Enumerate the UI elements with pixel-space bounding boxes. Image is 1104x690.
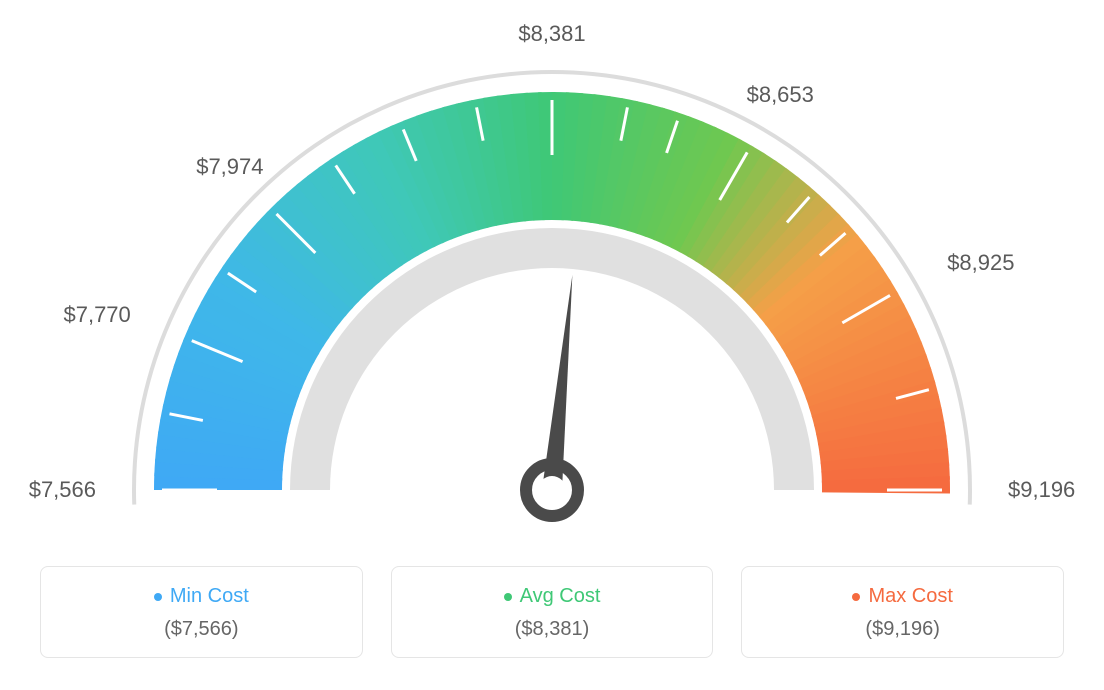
avg-cost-card: Avg Cost ($8,381) bbox=[391, 566, 714, 658]
gauge-tick-label: $8,381 bbox=[518, 21, 585, 47]
min-dot-icon bbox=[154, 593, 162, 601]
gauge-tick-label: $8,925 bbox=[947, 250, 1014, 276]
min-cost-value: ($7,566) bbox=[53, 618, 350, 641]
avg-cost-title-text: Avg Cost bbox=[520, 585, 601, 608]
gauge-chart-container: $7,566 $7,770 $7,974 $8,381 $8,653 $8,925 $9,1… bbox=[0, 0, 1104, 690]
max-dot-icon bbox=[852, 593, 860, 601]
avg-dot-icon bbox=[504, 593, 512, 601]
max-cost-title-text: Max Cost bbox=[868, 585, 952, 608]
gauge-svg bbox=[0, 0, 1104, 540]
gauge-tick-label: $7,566 bbox=[29, 477, 96, 503]
gauge-tick-label: $8,653 bbox=[747, 82, 814, 108]
min-cost-title: Min Cost bbox=[154, 585, 249, 608]
gauge-area: $7,566 $7,770 $7,974 $8,381 $8,653 $8,925 $9,1… bbox=[0, 0, 1104, 540]
avg-cost-value: ($8,381) bbox=[404, 618, 701, 641]
gauge-tick-label: $7,770 bbox=[63, 302, 130, 328]
gauge-tick-label: $7,974 bbox=[196, 154, 263, 180]
min-cost-title-text: Min Cost bbox=[170, 585, 249, 608]
max-cost-title: Max Cost bbox=[852, 585, 952, 608]
avg-cost-title: Avg Cost bbox=[504, 585, 601, 608]
cost-cards-row: Min Cost ($7,566) Avg Cost ($8,381) Max … bbox=[40, 566, 1064, 658]
max-cost-card: Max Cost ($9,196) bbox=[741, 566, 1064, 658]
min-cost-card: Min Cost ($7,566) bbox=[40, 566, 363, 658]
gauge-tick-label: $9,196 bbox=[1008, 477, 1075, 503]
max-cost-value: ($9,196) bbox=[754, 618, 1051, 641]
